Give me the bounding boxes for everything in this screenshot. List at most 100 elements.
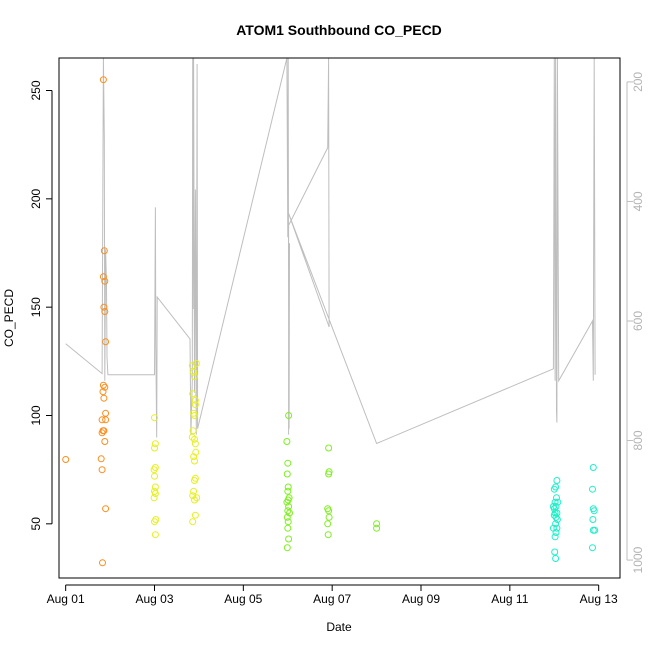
data-point-series-2 [188, 362, 196, 370]
data-point-series-3 [284, 487, 292, 495]
data-point-series-3 [286, 509, 293, 517]
x-tick-label: Aug 07 [313, 592, 351, 606]
data-point-series-3 [284, 483, 292, 491]
data-point-series-1 [100, 247, 108, 255]
x-tick-label: Aug 09 [402, 592, 440, 606]
data-point-series-4 [551, 533, 559, 541]
x-tick-label: Aug 01 [47, 592, 85, 606]
chart-title: ATOM1 Southbound CO_PECD [236, 22, 442, 38]
data-point-series-3 [283, 544, 291, 552]
data-point-series-3 [284, 459, 292, 467]
data-point-series-2 [191, 477, 198, 484]
secondary-axis-tick-label: 1000 [631, 546, 645, 573]
data-point-series-1 [101, 438, 109, 445]
data-point-series-3 [285, 503, 293, 510]
data-point-series-4 [551, 498, 559, 506]
y-tick-label: 150 [29, 297, 43, 317]
secondary-axis-tick-label: 600 [631, 311, 645, 331]
data-point-series-1 [100, 303, 108, 311]
data-point-series-2 [151, 444, 158, 452]
data-point-series-1 [99, 381, 107, 389]
data-point-series-3 [324, 520, 332, 528]
data-point-series-1 [99, 273, 107, 281]
data-point-series-4 [552, 555, 560, 562]
data-point-series-2 [150, 494, 158, 502]
data-point-series-1 [99, 76, 107, 84]
data-point-series-3 [325, 513, 333, 521]
y-tick-label: 200 [29, 188, 43, 208]
data-point-series-4 [589, 485, 596, 493]
data-point-series-2 [191, 496, 198, 504]
data-point-series-2 [191, 511, 199, 519]
data-point-series-3 [283, 470, 291, 478]
data-point-series-1 [99, 427, 107, 435]
data-point-series-3 [284, 518, 292, 526]
data-point-series-3 [325, 444, 333, 452]
data-point-series-2 [190, 487, 198, 495]
data-point-series-2 [191, 401, 199, 409]
data-point-series-2 [190, 368, 198, 376]
data-point-series-2 [191, 373, 198, 380]
data-point-series-1 [101, 308, 109, 315]
x-tick-label: Aug 03 [135, 592, 173, 606]
data-point-series-4 [553, 516, 561, 523]
data-point-series-1 [102, 338, 110, 346]
x-tick-label: Aug 11 [491, 592, 528, 606]
data-point-series-2 [192, 360, 200, 367]
plot-frame [58, 57, 621, 579]
data-point-series-3 [285, 412, 293, 419]
data-point-series-2 [189, 492, 197, 500]
data-point-series-2 [151, 490, 159, 497]
secondary-axis-tick-label: 200 [631, 72, 645, 92]
data-point-series-2 [193, 494, 201, 502]
y-tick-label: 250 [29, 80, 43, 100]
data-point-series-2 [191, 396, 199, 404]
data-point-series-4 [554, 498, 562, 506]
data-point-series-3 [373, 520, 381, 528]
data-point-series-1 [62, 456, 70, 463]
data-point-series-3 [325, 470, 333, 478]
data-point-series-4 [589, 464, 597, 471]
data-point-series-4 [552, 520, 560, 528]
data-point-series-4 [551, 548, 559, 556]
data-point-series-1 [100, 394, 108, 402]
data-point-series-4 [589, 544, 596, 552]
x-axis-label: Date [326, 620, 352, 634]
data-point-series-3 [284, 496, 292, 504]
secondary-axis-tick-label: 800 [631, 430, 645, 450]
data-point-series-4 [553, 494, 560, 502]
data-point-series-4 [553, 524, 561, 532]
data-point-series-2 [188, 433, 196, 441]
data-point-series-2 [191, 457, 198, 465]
data-point-series-2 [190, 453, 198, 461]
data-point-series-2 [191, 412, 198, 419]
data-point-series-3 [284, 507, 292, 515]
data-point-series-3 [284, 524, 292, 532]
data-point-series-4 [553, 477, 561, 484]
data-point-series-3 [325, 507, 333, 515]
data-point-series-2 [192, 448, 200, 456]
secondary-line [65, 57, 596, 445]
data-point-series-4 [552, 529, 560, 536]
y-axis-label: CO_PECD [2, 289, 16, 347]
data-point-series-1 [97, 455, 105, 463]
data-point-series-1 [101, 277, 109, 285]
data-point-series-2 [191, 440, 199, 448]
data-point-series-2 [189, 427, 197, 435]
data-point-series-3 [373, 524, 381, 532]
x-tick-label: Aug 13 [580, 592, 618, 606]
plot-area: Aug 01 Aug 03 Aug 05 Aug 07 Aug 09 Aug 11 Aug … [29, 57, 645, 606]
data-point-series-2 [189, 390, 197, 398]
y-tick-label: 50 [29, 517, 43, 531]
data-point-series-1 [99, 388, 107, 396]
data-point-series-3 [285, 535, 293, 543]
data-point-series-4 [589, 526, 597, 534]
data-point-series-1 [102, 409, 110, 417]
data-point-series-3 [283, 438, 291, 445]
data-point-series-1 [102, 505, 110, 513]
data-point-series-2 [151, 440, 159, 448]
data-point-series-2 [191, 435, 198, 443]
data-point-series-1 [98, 416, 106, 424]
data-point-series-4 [589, 516, 597, 523]
